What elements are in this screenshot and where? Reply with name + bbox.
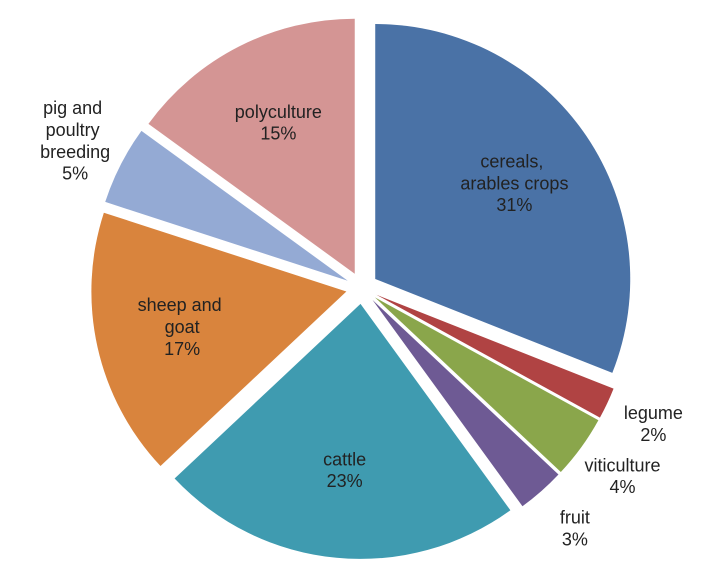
- slice-label-line: sheep and: [138, 295, 227, 315]
- slice-label-line: fruit: [560, 507, 590, 527]
- slice-value-label: 17%: [164, 339, 200, 359]
- slice-label-line: cattle: [323, 449, 366, 469]
- pie-slice: [148, 18, 355, 274]
- slice-value-label: 23%: [327, 471, 363, 491]
- slice-value-label: 5%: [62, 164, 88, 184]
- slice-label: viticulture: [584, 455, 660, 475]
- slice-value-label: 2%: [640, 425, 666, 445]
- slice-label: cereals, arables crops: [460, 151, 568, 193]
- slice-label-line: arables crops: [460, 173, 568, 193]
- slice-label: cattle: [323, 449, 366, 469]
- slice-label-line: breeding: [40, 142, 110, 162]
- slice-label-line: cereals,: [480, 151, 548, 171]
- slice-label-line: viticulture: [584, 455, 660, 475]
- slice-label-line: legume: [624, 403, 683, 423]
- slice-label-line: goat: [165, 317, 200, 337]
- slice-label-line: poultry: [46, 120, 105, 140]
- slice-value-label: 4%: [609, 477, 635, 497]
- slice-label: polyculture: [235, 102, 322, 122]
- slice-label-line: pig and: [43, 98, 107, 118]
- slice-label: legume: [624, 403, 683, 423]
- slice-value-label: 3%: [562, 529, 588, 549]
- pie-slice: [91, 212, 347, 467]
- slice-value-label: 31%: [496, 195, 532, 215]
- slice-label: pig and poultry breeding: [40, 98, 110, 162]
- slice-value-label: 15%: [260, 124, 296, 144]
- pie-slice: [374, 297, 599, 472]
- pie-slice: [105, 130, 348, 281]
- slice-label: sheep and goat: [138, 295, 227, 337]
- slice-label-line: polyculture: [235, 102, 322, 122]
- pie-slice: [174, 303, 511, 559]
- slice-label: fruit: [560, 507, 590, 527]
- pie-slice: [372, 300, 559, 507]
- pie-slice: [376, 294, 614, 418]
- pie-slice: [375, 24, 631, 373]
